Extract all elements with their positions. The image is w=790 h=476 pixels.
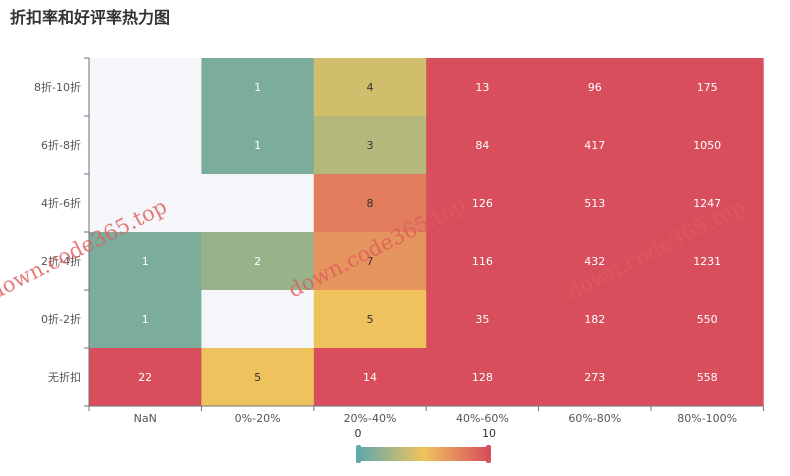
cell-value-label: 2 bbox=[254, 255, 261, 268]
heatmap-cell[interactable] bbox=[313, 174, 427, 233]
heatmap-cell[interactable] bbox=[201, 232, 315, 291]
cell-value-label: 22 bbox=[138, 371, 152, 384]
cell-value-label: 1 bbox=[142, 255, 149, 268]
visual-map-bar[interactable] bbox=[358, 447, 489, 461]
visual-map-legend[interactable]: 0 10 bbox=[355, 427, 497, 463]
cell-value-label: 558 bbox=[697, 371, 718, 384]
heatmap-cell[interactable] bbox=[89, 348, 202, 407]
heatmap-cell[interactable] bbox=[313, 232, 427, 291]
cell-value-label: 273 bbox=[584, 371, 605, 384]
visual-map-handle-max[interactable] bbox=[486, 445, 491, 463]
heatmap-cell[interactable] bbox=[426, 116, 539, 175]
cell-value-label: 35 bbox=[475, 313, 489, 326]
cell-value-label: 1050 bbox=[693, 139, 721, 152]
visual-map-min-label: 0 bbox=[355, 427, 362, 440]
visual-map-handle-min[interactable] bbox=[356, 445, 361, 463]
chart-title: 折扣率和好评率热力图 bbox=[10, 8, 171, 27]
cell-value-label: 417 bbox=[584, 139, 605, 152]
y-tick-label: 6折-8折 bbox=[41, 138, 81, 152]
heatmap-cell[interactable] bbox=[89, 116, 202, 175]
cell-value-label: 1 bbox=[254, 139, 261, 152]
cell-value-label: 7 bbox=[367, 255, 374, 268]
heatmap-cell[interactable] bbox=[651, 232, 764, 291]
heatmap-cell[interactable] bbox=[538, 290, 652, 349]
cell-value-label: 84 bbox=[475, 139, 489, 152]
heatmap-cell[interactable] bbox=[426, 174, 539, 233]
heatmap-cell[interactable] bbox=[313, 58, 427, 117]
heatmap-cell[interactable] bbox=[538, 58, 652, 117]
heatmap-cell[interactable] bbox=[313, 348, 427, 407]
heatmap-cell[interactable] bbox=[538, 174, 652, 233]
cell-value-label: 126 bbox=[472, 197, 493, 210]
heatmap-cell[interactable] bbox=[89, 232, 202, 291]
y-tick-label: 0折-2折 bbox=[41, 312, 81, 326]
cell-value-label: 4 bbox=[367, 81, 374, 94]
heatmap-cell[interactable] bbox=[201, 116, 315, 175]
y-tick-label: 无折扣 bbox=[48, 370, 81, 384]
heatmap-cell[interactable] bbox=[538, 116, 652, 175]
heatmap-cell[interactable] bbox=[426, 232, 539, 291]
heatmap-cell[interactable] bbox=[651, 174, 764, 233]
heatmap-cell[interactable] bbox=[538, 348, 652, 407]
visual-map-max-label: 10 bbox=[482, 427, 496, 440]
heatmap-cell[interactable] bbox=[426, 58, 539, 117]
heatmap-cell[interactable] bbox=[201, 174, 315, 233]
heatmap-cell[interactable] bbox=[89, 290, 202, 349]
heatmap-cell[interactable] bbox=[313, 290, 427, 349]
heatmap-cell[interactable] bbox=[651, 58, 764, 117]
cell-value-label: 550 bbox=[697, 313, 718, 326]
x-tick-label: 60%-80% bbox=[568, 412, 621, 425]
cell-value-label: 14 bbox=[363, 371, 377, 384]
cell-value-label: 8 bbox=[367, 197, 374, 210]
heatmap-cell[interactable] bbox=[426, 290, 539, 349]
heatmap-cell[interactable] bbox=[651, 348, 764, 407]
cell-value-label: 13 bbox=[475, 81, 489, 94]
x-tick-label: NaN bbox=[134, 412, 157, 425]
cell-value-label: 5 bbox=[367, 313, 374, 326]
heatmap-cell[interactable] bbox=[313, 116, 427, 175]
cell-value-label: 1 bbox=[142, 313, 149, 326]
cell-value-label: 1247 bbox=[693, 197, 721, 210]
cell-value-label: 5 bbox=[254, 371, 261, 384]
x-tick-label: 40%-60% bbox=[456, 412, 509, 425]
cell-value-label: 182 bbox=[584, 313, 605, 326]
y-tick-label: 4折-6折 bbox=[41, 196, 81, 210]
heatmap-cell[interactable] bbox=[201, 290, 315, 349]
heatmap-cell[interactable] bbox=[651, 290, 764, 349]
heatmap-cell[interactable] bbox=[201, 348, 315, 407]
x-tick-label: 0%-20% bbox=[235, 412, 281, 425]
cell-value-label: 1231 bbox=[693, 255, 721, 268]
cell-value-label: 3 bbox=[367, 139, 374, 152]
heatmap-cell[interactable] bbox=[538, 232, 652, 291]
cell-value-label: 96 bbox=[588, 81, 602, 94]
heatmap-cell[interactable] bbox=[426, 348, 539, 407]
cell-value-label: 116 bbox=[472, 255, 493, 268]
cell-value-label: 513 bbox=[584, 197, 605, 210]
cell-value-label: 128 bbox=[472, 371, 493, 384]
x-tick-label: 20%-40% bbox=[344, 412, 397, 425]
heatmap-cell[interactable] bbox=[201, 58, 315, 117]
heatmap-cell[interactable] bbox=[651, 116, 764, 175]
heatmap-cell[interactable] bbox=[89, 174, 202, 233]
y-tick-label: 8折-10折 bbox=[34, 80, 81, 94]
heatmap-cell[interactable] bbox=[89, 58, 202, 117]
x-tick-label: 80%-100% bbox=[677, 412, 737, 425]
y-tick-label: 2折-4折 bbox=[41, 254, 81, 268]
cell-value-label: 432 bbox=[584, 255, 605, 268]
cell-value-label: 175 bbox=[697, 81, 718, 94]
cell-value-label: 1 bbox=[254, 81, 261, 94]
